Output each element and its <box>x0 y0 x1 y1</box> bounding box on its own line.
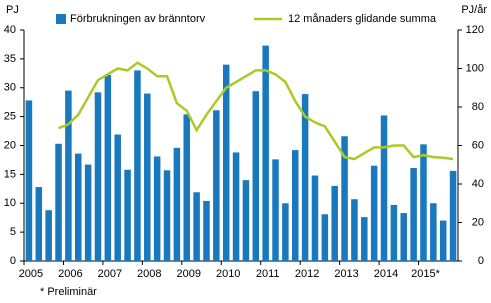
bar <box>449 170 457 261</box>
y-tick-label: 40 <box>4 24 16 36</box>
y2-tick-label: 20 <box>472 216 484 228</box>
x-tick-label: 2008 <box>137 268 161 280</box>
bar <box>183 114 191 261</box>
x-tick-label: 2005 <box>19 268 43 280</box>
bar <box>153 156 161 261</box>
bar <box>351 199 358 261</box>
bar <box>45 210 52 261</box>
y2-tick-label: 0 <box>478 255 484 267</box>
bar <box>301 94 309 261</box>
y-tick-label: 35 <box>4 53 16 65</box>
bar <box>439 220 447 261</box>
bar <box>282 203 289 261</box>
line <box>58 61 454 161</box>
bar <box>380 115 388 261</box>
bar <box>84 164 92 261</box>
bar <box>163 170 171 261</box>
bar <box>35 187 43 261</box>
x-tick-label: 2011 <box>256 268 280 280</box>
y2-tick-label: 120 <box>466 24 484 36</box>
x-tick-label: 2015* <box>411 268 440 280</box>
x-tick-label: 2007 <box>98 268 122 280</box>
x-tick-label: 2006 <box>58 268 82 280</box>
y-tick-label: 25 <box>4 111 16 123</box>
bar <box>400 213 408 261</box>
bar <box>232 152 240 261</box>
bar <box>203 200 210 261</box>
bar <box>144 93 151 262</box>
bar <box>74 153 82 261</box>
bar <box>104 75 112 261</box>
x-tick-label: 2012 <box>295 268 319 280</box>
y-tick-label: 20 <box>4 139 16 151</box>
bar <box>272 159 279 261</box>
bar <box>291 150 299 261</box>
x-tick-label: 2010 <box>216 268 240 280</box>
y-axis-title: PJ <box>6 4 19 16</box>
bar <box>331 185 338 261</box>
bar <box>193 192 200 261</box>
y2-tick-label: 60 <box>472 139 484 151</box>
bar <box>124 169 131 261</box>
bar <box>311 175 319 261</box>
x-tick-label: 2014 <box>374 268 398 280</box>
y-tick-label: 0 <box>10 255 16 267</box>
bar <box>370 165 378 261</box>
footnote: * Preliminär <box>40 286 97 298</box>
x-tick-label: 2009 <box>177 268 201 280</box>
bar <box>321 214 329 261</box>
bar <box>173 147 181 261</box>
bar <box>222 64 230 262</box>
bar <box>262 45 269 261</box>
bar <box>430 203 437 261</box>
y-tick-label: 10 <box>4 197 16 209</box>
bar <box>410 168 417 261</box>
bar <box>94 92 102 262</box>
bar <box>390 204 398 261</box>
legend-label: 12 månaders glidande summa <box>288 13 437 25</box>
bar <box>114 134 121 261</box>
bar <box>341 136 348 261</box>
y-tick-label: 5 <box>10 226 16 238</box>
y2-tick-label: 40 <box>472 178 484 190</box>
bar <box>65 90 72 261</box>
y-tick-label: 15 <box>4 168 16 180</box>
bar <box>55 143 62 261</box>
bar <box>252 91 260 261</box>
bar <box>134 70 141 261</box>
y2-tick-label: 100 <box>466 62 484 74</box>
bar <box>25 100 33 261</box>
bar <box>420 144 427 261</box>
bar <box>361 217 368 261</box>
bar <box>213 110 220 262</box>
y-tick-label: 30 <box>4 82 16 94</box>
y2-axis-title: PJ/år <box>461 4 487 16</box>
legend-swatch <box>56 14 66 24</box>
x-tick-label: 2013 <box>334 268 358 280</box>
legend-label: Förbrukningen av bränntorv <box>70 13 206 25</box>
y2-tick-label: 80 <box>472 101 484 113</box>
bar <box>242 180 250 261</box>
